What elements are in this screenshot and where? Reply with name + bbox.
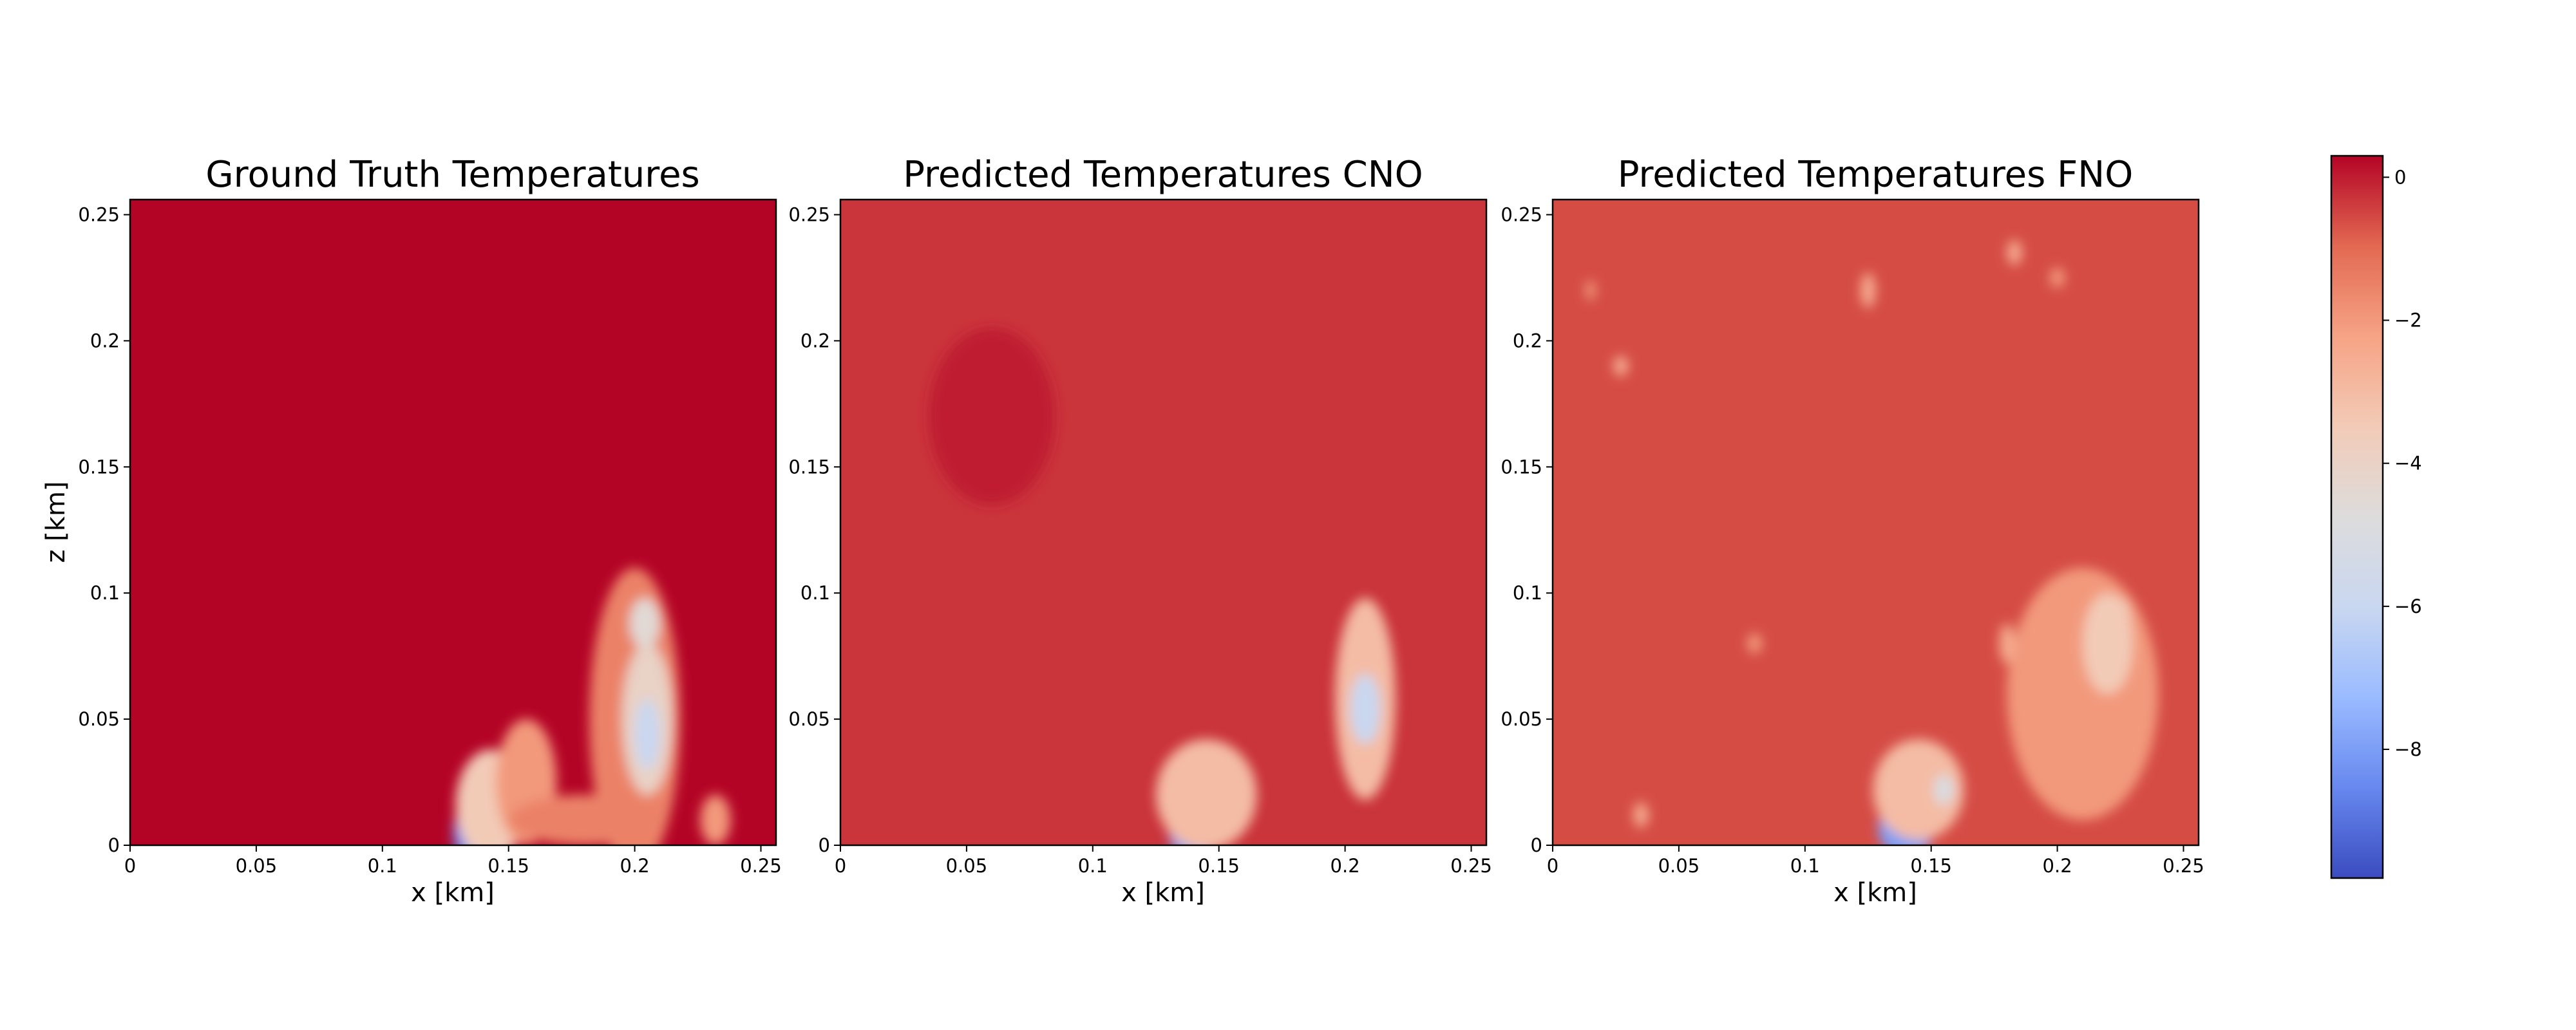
x-axis-label: x [km]	[1833, 878, 1917, 908]
plot-frame	[839, 198, 1488, 847]
heatmap-feature	[2049, 267, 2065, 288]
heatmap-features	[453, 568, 731, 845]
y-tick-label: 0.25	[1501, 204, 1542, 226]
y-tick-label: 0.15	[788, 456, 830, 478]
colorbar-tick-label: −2	[2394, 310, 2422, 332]
x-axis-label: x [km]	[1121, 878, 1205, 908]
heatmap-feature	[1350, 673, 1381, 745]
x-tick-label: 0.2	[1331, 855, 1360, 877]
colorbar-tick-label: −8	[2394, 738, 2422, 760]
heatmap-feature	[1633, 802, 1649, 828]
heatmap-fno	[1553, 200, 2199, 845]
y-tick-label: 0.25	[788, 204, 830, 226]
heatmap-feature	[1613, 355, 1629, 377]
y-tick-label: 0.1	[800, 582, 830, 604]
y-tick-label: 0.1	[90, 582, 120, 604]
panel-fno: Predicted Temperatures FNO 0 0.05 0.1 0.15 0…	[1501, 154, 2204, 908]
colorbar-tick-label: 0	[2394, 166, 2406, 188]
heatmap-cno	[840, 200, 1486, 845]
x-tick-label: 0.15	[488, 855, 529, 877]
y-tick-label: 0.2	[90, 330, 120, 351]
heatmap-feature	[1860, 272, 1876, 308]
x-tick-label: 0.1	[368, 855, 397, 877]
plot-frame	[1551, 198, 2200, 847]
x-tick-label: 0.2	[2043, 855, 2072, 877]
x-tick-label: 0	[835, 855, 846, 877]
heatmap-ground-truth	[130, 200, 776, 845]
x-tick-label: 0.1	[1078, 855, 1108, 877]
y-tick-label: 0.05	[1501, 708, 1542, 730]
heatmap-feature	[1155, 739, 1257, 845]
heatmap-feature	[1747, 633, 1763, 654]
panel-title: Ground Truth Temperatures	[205, 154, 699, 196]
heatmap-feature	[700, 794, 731, 845]
heatmap-feature	[1585, 280, 1596, 301]
heatmap-feature	[1999, 623, 2014, 664]
colorbar-bar	[2330, 154, 2384, 879]
y-tick-label: 0	[1531, 834, 1542, 856]
heatmap-feature	[634, 698, 660, 770]
heatmap-features	[1585, 239, 2159, 845]
x-ticks-cno: 0 0.05 0.1 0.15 0.2 0.25	[835, 845, 1492, 877]
plot-frame	[129, 198, 777, 847]
y-tick-label: 0.25	[78, 204, 120, 226]
heatmap-feature	[2110, 598, 2131, 639]
x-tick-label: 0.15	[1910, 855, 1952, 877]
panel-cno: Predicted Temperatures CNO 0 0.05 0.1 0.15 0…	[788, 154, 1492, 908]
x-tick-label: 0.05	[946, 855, 988, 877]
y-tick-label: 0.05	[78, 708, 120, 730]
panel-title: Predicted Temperatures FNO	[1618, 154, 2134, 196]
heatmap-feature	[929, 328, 1056, 505]
panel-title: Predicted Temperatures CNO	[903, 154, 1423, 196]
y-tick-label: 0.1	[1513, 582, 1542, 604]
y-tick-label: 0.2	[800, 330, 830, 351]
heatmap-feature	[1873, 739, 1964, 841]
colorbar-tick-label: −6	[2394, 595, 2422, 617]
y-tick-label: 0.15	[1501, 456, 1542, 478]
colorbar-tick-label: −4	[2394, 453, 2422, 474]
y-axis-label: z [km]	[41, 481, 71, 563]
y-tick-label: 0	[108, 834, 120, 856]
x-tick-label: 0.25	[1450, 855, 1492, 877]
y-ticks-ground-truth: 0 0.05 0.1 0.15 0.2 0.25	[78, 204, 130, 856]
x-tick-label: 0.05	[1658, 855, 1700, 877]
heatmap-features	[929, 328, 1396, 845]
y-tick-label: 0	[819, 834, 830, 856]
panel-ground-truth: Ground Truth Temperatures 0 0.05 0.1 0.15 0.…	[41, 154, 782, 908]
x-tick-label: 0.05	[236, 855, 278, 877]
heatmap-feature	[629, 598, 660, 649]
y-tick-label: 0.15	[78, 456, 120, 478]
x-tick-label: 0	[1547, 855, 1558, 877]
y-ticks-cno: 0 0.05 0.1 0.15 0.2 0.25	[788, 204, 840, 856]
x-tick-label: 0.25	[2163, 855, 2204, 877]
y-tick-label: 0.2	[1513, 330, 1542, 351]
x-tick-label: 0	[124, 855, 136, 877]
y-tick-label: 0.05	[788, 708, 830, 730]
colorbar: 0 −2 −4 −6 −8	[2330, 154, 2422, 879]
x-tick-label: 0.2	[620, 855, 650, 877]
x-ticks-fno: 0 0.05 0.1 0.15 0.2 0.25	[1547, 845, 2204, 877]
y-ticks-fno: 0 0.05 0.1 0.15 0.2 0.25	[1501, 204, 1553, 856]
heatmap-feature	[1933, 774, 1954, 805]
colorbar-ticks: 0 −2 −4 −6 −8	[2383, 166, 2422, 760]
x-tick-label: 0.15	[1198, 855, 1240, 877]
x-axis-label: x [km]	[411, 878, 495, 908]
x-ticks-ground-truth: 0 0.05 0.1 0.15 0.2 0.25	[124, 845, 782, 877]
heatmap-feature	[2007, 568, 2159, 820]
x-tick-label: 0.25	[740, 855, 782, 877]
heatmap-feature	[2007, 239, 2022, 265]
x-tick-label: 0.1	[1790, 855, 1820, 877]
